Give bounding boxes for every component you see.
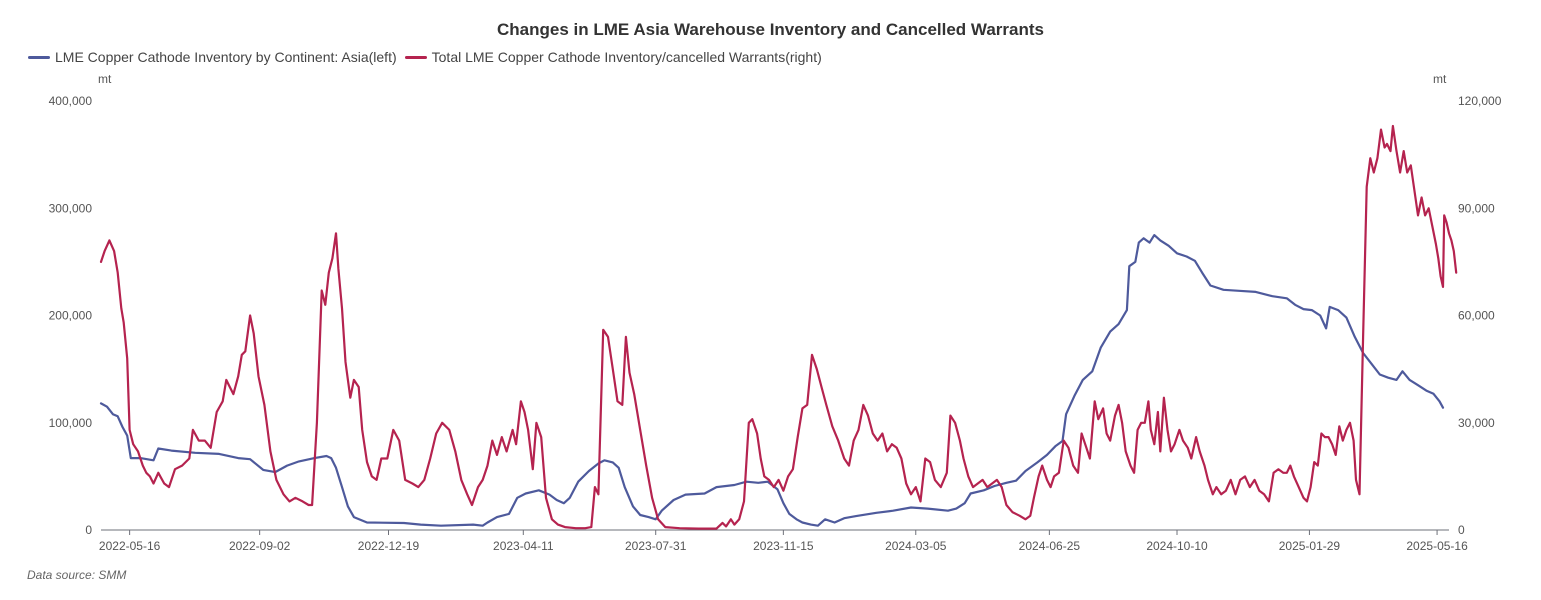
legend-swatch-warrants [404, 55, 427, 59]
right-y-tick-label: 120,000 [1458, 94, 1502, 108]
series-line-asia-inventory [99, 234, 1445, 527]
x-tick-label: 2024-06-25 [1019, 539, 1081, 553]
axes-group: 0 100,000 200,000 300,000 400,000 0 30,000 60,0… [49, 94, 1502, 553]
legend-item-cancelled-warrants[interactable]: Total LME Copper Cathode Inventory/cance… [404, 49, 822, 65]
right-axis-unit: mt [1433, 72, 1447, 86]
left-axis-unit: mt [98, 72, 112, 86]
legend-label-warrants: Total LME Copper Cathode Inventory/cance… [431, 49, 822, 65]
left-y-tick-label: 400,000 [49, 94, 93, 108]
left-y-tick-label: 100,000 [49, 416, 93, 430]
chart-title: Changes in LME Asia Warehouse Inventory … [497, 20, 1044, 39]
x-tick-label: 2023-04-11 [493, 539, 554, 553]
x-tick-label: 2024-03-05 [885, 539, 947, 553]
x-tick-label: 2024-10-10 [1146, 539, 1208, 553]
data-source-note: Data source: SMM [27, 568, 127, 582]
right-y-tick-label: 60,000 [1458, 309, 1495, 323]
legend: LME Copper Cathode Inventory by Continen… [28, 49, 830, 65]
left-y-tick-label: 200,000 [49, 309, 93, 323]
x-tick-label: 2023-07-31 [625, 539, 687, 553]
series-line-cancelled-warrants [99, 124, 1458, 530]
x-tick-label: 2022-09-02 [229, 539, 291, 553]
legend-item-asia-inventory[interactable]: LME Copper Cathode Inventory by Continen… [28, 49, 397, 65]
x-tick-label: 2023-11-15 [753, 539, 814, 553]
right-y-tick-label: 0 [1458, 523, 1465, 537]
right-y-tick-label: 30,000 [1458, 416, 1495, 430]
x-tick-label: 2025-01-29 [1279, 539, 1341, 553]
right-y-tick-label: 90,000 [1458, 201, 1495, 215]
left-y-tick-label: 0 [85, 523, 92, 537]
x-tick-label: 2022-12-19 [358, 539, 420, 553]
legend-swatch-asia [28, 55, 50, 59]
x-tick-label: 2022-05-16 [99, 539, 161, 553]
left-y-tick-label: 300,000 [49, 201, 93, 215]
series-group [99, 124, 1458, 530]
legend-label-asia: LME Copper Cathode Inventory by Continen… [55, 49, 397, 65]
x-tick-label: 2025-05-16 [1406, 539, 1468, 553]
